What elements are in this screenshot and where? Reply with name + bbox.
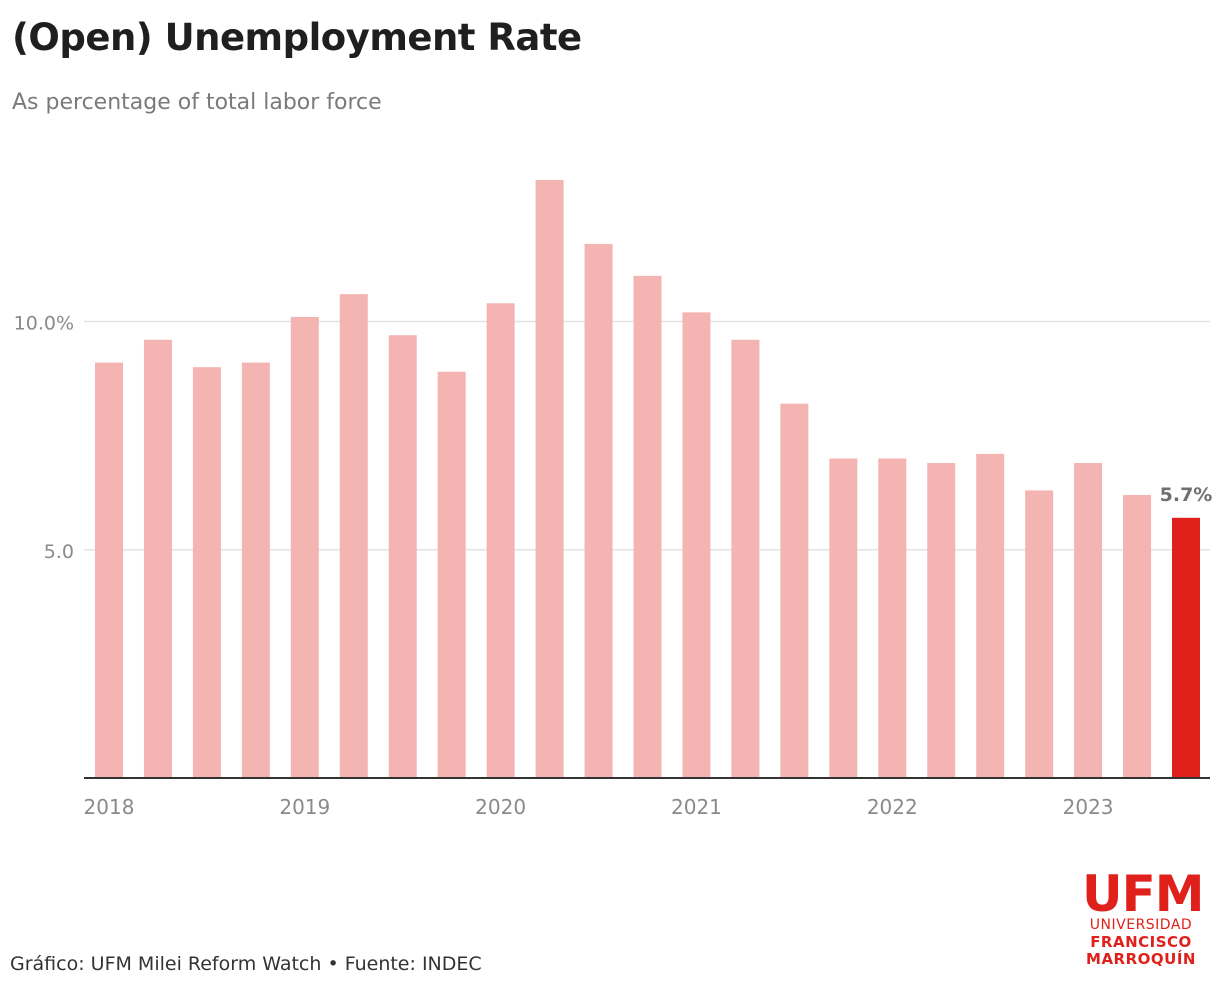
- bar: [290, 316, 319, 778]
- chart-title: (Open) Unemployment Rate: [12, 16, 582, 59]
- bar: [731, 339, 760, 778]
- x-tick-label: 2020: [475, 795, 526, 819]
- y-tick-label: 5.0: [44, 541, 74, 563]
- bar: [1025, 490, 1054, 778]
- bar: [633, 275, 662, 778]
- logo-line-1: UNIVERSIDAD: [1089, 917, 1193, 933]
- logo-line-2: FRANCISCO: [1090, 933, 1192, 951]
- bar: [1172, 517, 1200, 778]
- logo-abbr: UFM: [1082, 865, 1205, 923]
- bar: [192, 367, 221, 778]
- bar: [976, 453, 1005, 778]
- bar: [829, 458, 858, 778]
- x-tick-label: 2019: [279, 795, 330, 819]
- bar: [1074, 463, 1103, 778]
- bar: [486, 303, 515, 778]
- bar: [780, 403, 809, 778]
- bar: [241, 362, 270, 778]
- bar: [584, 243, 613, 779]
- ufm-logo: UFM UNIVERSIDAD FRANCISCO MARROQUÍN: [1082, 865, 1205, 968]
- bar: [1123, 494, 1152, 778]
- bar: [339, 294, 368, 778]
- bar: [927, 463, 956, 778]
- y-tick-label: 10.0%: [14, 313, 74, 335]
- bar: [388, 335, 417, 778]
- logo-line-3: MARROQUÍN: [1086, 950, 1196, 968]
- bar: [878, 458, 907, 778]
- x-tick-label: 2021: [671, 795, 722, 819]
- bar: [437, 371, 466, 778]
- x-tick-label: 2022: [867, 795, 918, 819]
- data-label: 5.7%: [1160, 484, 1213, 506]
- x-tick-label: 2018: [84, 795, 135, 819]
- bar: [682, 312, 711, 778]
- bar: [535, 180, 564, 778]
- bar: [143, 339, 172, 778]
- x-tick-label: 2023: [1063, 795, 1114, 819]
- chart-subtitle: As percentage of total labor force: [12, 90, 382, 115]
- bar: [95, 362, 123, 778]
- source-footer: Gráfico: UFM Milei Reform Watch • Fuente…: [10, 953, 482, 975]
